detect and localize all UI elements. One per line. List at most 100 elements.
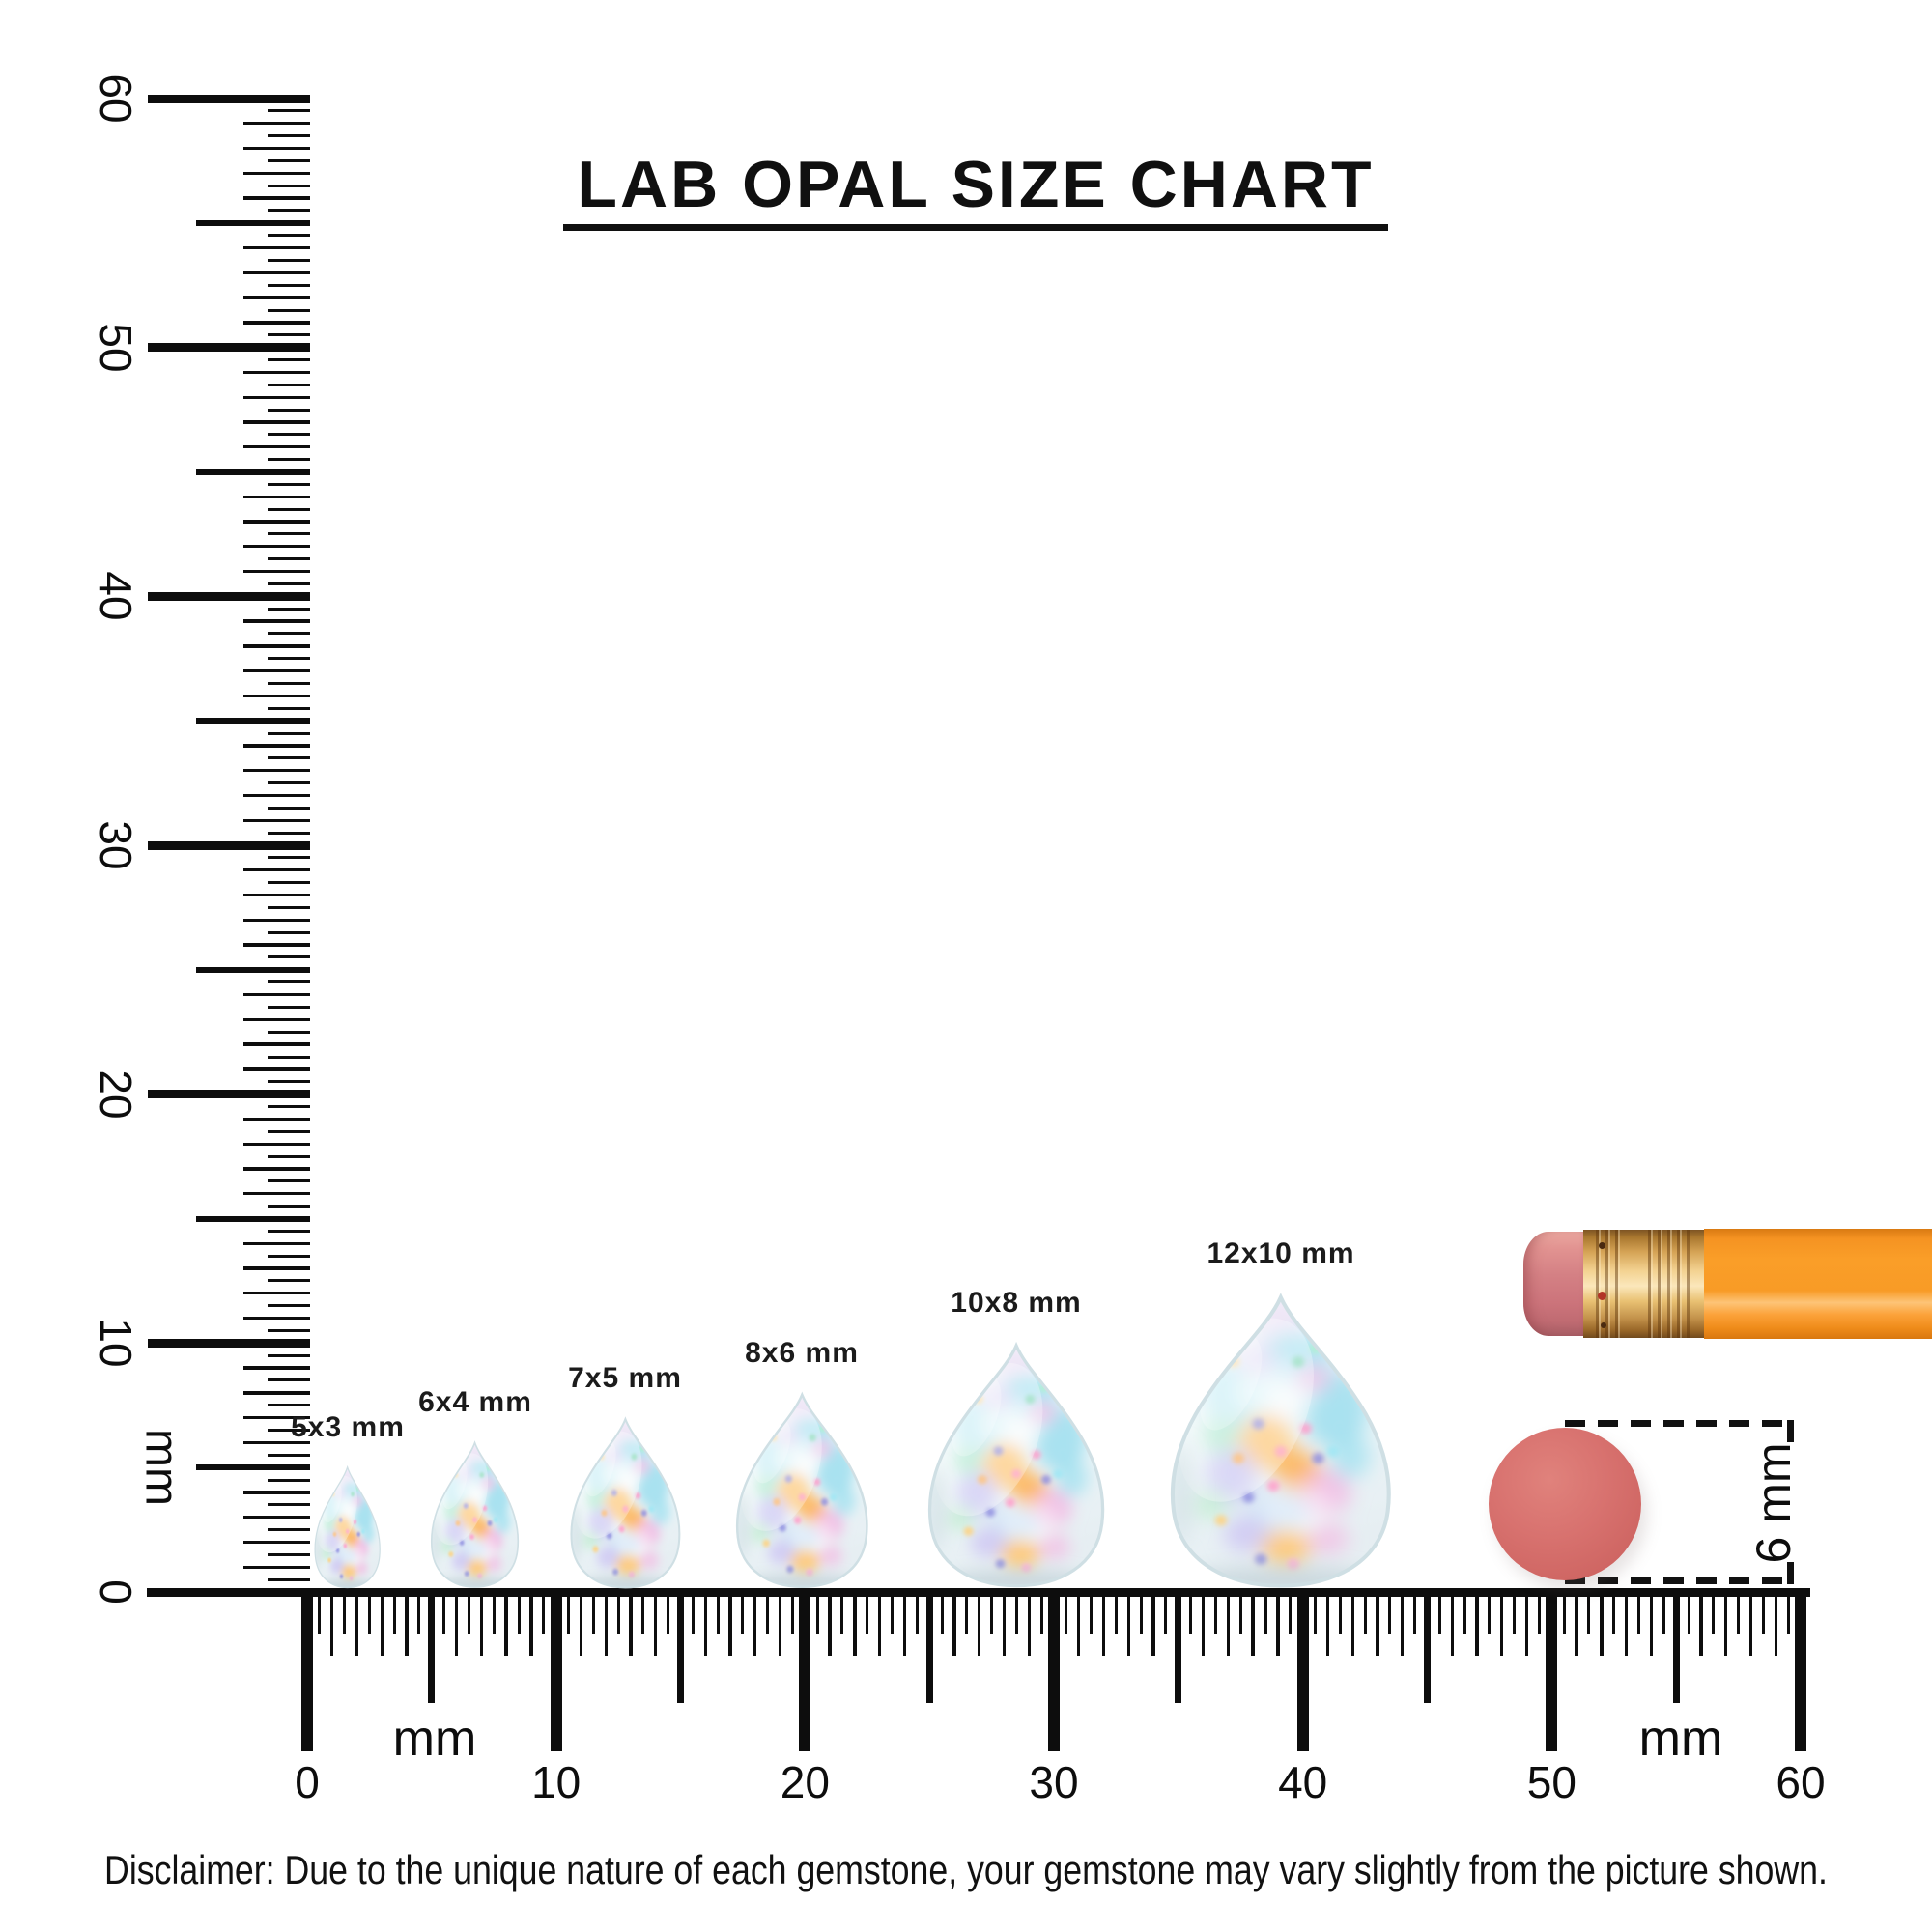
h-tick (1761, 1590, 1765, 1634)
h-tick (355, 1590, 359, 1656)
v-tick (268, 706, 310, 710)
h-tick (1401, 1590, 1405, 1656)
v-tick (268, 234, 310, 238)
v-tick (268, 433, 310, 437)
h-tick (1546, 1590, 1558, 1751)
v-tick (243, 1167, 310, 1171)
v-tick (243, 1516, 310, 1520)
v-tick (268, 1080, 310, 1084)
h-tick (940, 1590, 944, 1634)
h-tick (990, 1590, 994, 1634)
h-tick (667, 1590, 670, 1634)
h-tick (891, 1590, 895, 1634)
h-tick (1114, 1590, 1118, 1634)
v-tick (243, 146, 310, 151)
v-tick (243, 1241, 310, 1245)
h-tick (1065, 1590, 1068, 1634)
v-tick (243, 793, 310, 798)
v-tick (243, 520, 310, 524)
h-tick (877, 1590, 882, 1656)
v-tick (268, 308, 310, 312)
v-tick (243, 1192, 310, 1196)
h-tick (529, 1590, 533, 1656)
v-tick (268, 582, 310, 585)
h-tick (741, 1590, 745, 1634)
h-tick (1513, 1590, 1517, 1634)
h-tick (1276, 1590, 1280, 1656)
v-ruler-number: 50 (91, 323, 141, 373)
h-tick (428, 1590, 436, 1703)
v-tick (268, 383, 310, 386)
h-tick (1424, 1590, 1431, 1703)
h-tick (330, 1590, 334, 1656)
h-tick (492, 1590, 496, 1634)
h-tick (1151, 1590, 1155, 1656)
v-tick (243, 296, 310, 299)
h-tick (301, 1590, 313, 1751)
h-tick (1226, 1590, 1231, 1656)
v-tick (243, 1540, 310, 1545)
h-tick (1500, 1590, 1504, 1656)
ferrule-crimp-band (1591, 1230, 1620, 1338)
v-tick (243, 545, 310, 549)
h-tick (1450, 1590, 1454, 1656)
h-tick (405, 1590, 409, 1656)
h-ruler-number: 50 (1526, 1757, 1577, 1807)
h-tick (1737, 1590, 1741, 1634)
v-tick (243, 918, 310, 922)
h-tick (1437, 1590, 1441, 1634)
h-tick (1296, 1590, 1309, 1751)
h-tick (1002, 1590, 1007, 1656)
stone-size-label: 12x10 mm (1207, 1236, 1355, 1269)
v-tick (243, 644, 310, 648)
h-tick (1624, 1590, 1629, 1656)
h-tick (790, 1590, 794, 1634)
v-tick (268, 482, 310, 486)
v-tick (243, 1142, 310, 1146)
v-tick (243, 370, 310, 375)
v-tick (268, 1205, 310, 1208)
v-tick (268, 1378, 310, 1382)
v-tick (243, 1366, 310, 1370)
v-tick (268, 184, 310, 187)
h-tick (1795, 1590, 1806, 1751)
v-ruler-number: 30 (91, 820, 141, 870)
h-tick (766, 1590, 770, 1634)
h-ruler-number: 40 (1278, 1757, 1328, 1807)
v-tick (243, 1491, 310, 1494)
v-tick (243, 1292, 310, 1295)
h-tick (579, 1590, 583, 1656)
h-tick (392, 1590, 396, 1634)
h-tick (1238, 1590, 1242, 1634)
h-tick (442, 1590, 446, 1634)
v-tick (243, 1067, 310, 1071)
h-tick (454, 1590, 459, 1656)
h-tick (591, 1590, 595, 1634)
stone-size-label: 6x4 mm (418, 1386, 532, 1419)
v-tick (268, 1577, 310, 1581)
v-ruler-number: 20 (91, 1069, 141, 1120)
h-tick (467, 1590, 470, 1634)
v-tick (268, 1154, 310, 1158)
v-tick (268, 458, 310, 462)
v-tick (196, 219, 310, 226)
ferrule-dot (1601, 1322, 1606, 1328)
h-tick (1090, 1590, 1094, 1634)
v-tick (268, 980, 310, 984)
measure-line-end-bottom (1787, 1562, 1794, 1584)
opal-stone-graphic (735, 1391, 868, 1588)
opal-stone-6x4mm (425, 1439, 525, 1589)
h-tick (1189, 1590, 1193, 1634)
v-tick (268, 408, 310, 412)
h-tick (380, 1590, 384, 1656)
v-tick (268, 109, 310, 113)
v-tick (268, 1254, 310, 1258)
h-tick (1463, 1590, 1466, 1634)
opal-stone-8x6mm (727, 1390, 877, 1589)
h-tick (1388, 1590, 1392, 1634)
v-tick (148, 94, 310, 103)
v-tick (148, 343, 310, 353)
v-tick (268, 731, 310, 735)
v-ruler-number: 60 (91, 73, 141, 124)
